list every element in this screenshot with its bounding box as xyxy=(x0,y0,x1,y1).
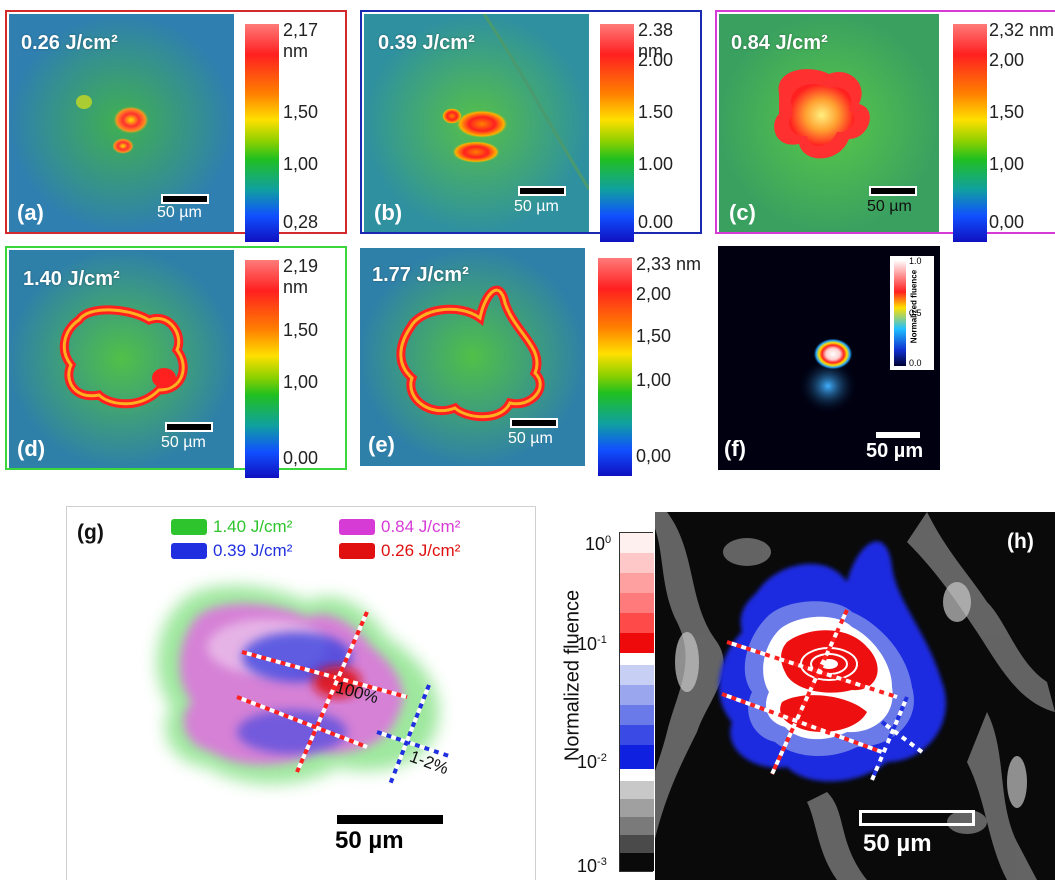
fluence-colorbar-f-title: Normalized fluence xyxy=(909,269,919,344)
scale-bar-b xyxy=(518,186,566,196)
fluence-colorbar-h-scale xyxy=(619,532,654,872)
cbar-tick-e-2: 1,50 xyxy=(636,326,672,346)
scale-bar-g xyxy=(337,815,443,824)
colorbar-a xyxy=(245,24,279,242)
cbar-tick-c-0: 2,32 nm xyxy=(989,20,1055,40)
cbar-tick-d-1: 1,50 xyxy=(283,320,319,340)
panel-b: 0.39 J/cm² 50 µm (b) 2.38 nm 2.00 1.50 1… xyxy=(360,10,702,242)
fluence-label-d: 1.40 J/cm² xyxy=(23,268,120,290)
legend-swatch-0-26 xyxy=(339,543,375,559)
cbar-tick-d-3: 0,00 xyxy=(283,448,319,468)
scale-text-d: 50 µm xyxy=(161,434,206,451)
cbar-tick-b-2: 1.50 xyxy=(638,102,674,122)
panel-label-e: (e) xyxy=(368,432,395,457)
fluence-contour-map-h xyxy=(561,512,1055,880)
colorbar-d xyxy=(245,260,279,478)
colorbar-b xyxy=(600,24,634,242)
legend-text-0-26: 0.26 J/cm² xyxy=(381,541,461,560)
fluence-label-a: 0.26 J/cm² xyxy=(21,32,118,54)
cbar-tick-e-3: 1,00 xyxy=(636,370,672,390)
panel-a: 0.26 J/cm² 50 µm (a) 2,17 nm 1,50 1,00 0… xyxy=(5,10,347,242)
fluence-colorbar-h-tick-3: 10-3 xyxy=(577,856,607,876)
fluence-label-b: 0.39 J/cm² xyxy=(378,32,475,54)
scale-bar-e xyxy=(510,418,558,428)
legend-swatch-1-40 xyxy=(171,519,207,535)
scale-bar-f xyxy=(876,432,920,438)
scale-bar-d xyxy=(165,422,213,432)
height-map-d: 1.40 J/cm² 50 µm (d) xyxy=(9,250,234,468)
scale-bar-c xyxy=(869,186,917,196)
fluence-colorbar-h-tick-1: 10-1 xyxy=(577,634,607,654)
panel-g: (g) 1.40 J/cm² 0.84 J/cm² 0.39 J/cm² 0.2… xyxy=(66,506,536,880)
legend-text-0-39: 0.39 J/cm² xyxy=(213,541,293,560)
cbar-tick-e-4: 0,00 xyxy=(636,446,672,466)
cbar-tick-a-0: 2,17 nm xyxy=(283,20,319,61)
fluence-label-e: 1.77 J/cm² xyxy=(372,264,469,286)
panel-e: 1.77 J/cm² 50 µm (e) 2,33 nm 2,00 1,50 1… xyxy=(360,246,702,476)
fluence-colorbar-h-tick-0: 100 xyxy=(585,534,612,554)
scale-text-f: 50 µm xyxy=(866,440,924,462)
cbar-tick-a-3: 0,28 xyxy=(283,212,319,232)
scale-text-b: 50 µm xyxy=(514,198,559,215)
beam-profile-f xyxy=(798,338,858,414)
cbar-tick-b-1: 2.00 xyxy=(638,50,674,70)
cbar-tick-b-4: 0.00 xyxy=(638,212,674,232)
scale-bar-h xyxy=(859,810,975,826)
fluence-colorbar-f-tick-1: 0.5 xyxy=(909,308,922,318)
cbar-tick-c-3: 1,00 xyxy=(989,154,1025,174)
colorbar-e xyxy=(598,258,632,476)
height-map-b: 0.39 J/cm² 50 µm (b) xyxy=(364,14,589,232)
panel-h: Normalized fluence 100 10-1 10-2 10-3 (h… xyxy=(547,512,1055,880)
cbar-tick-d-0: 2,19 nm xyxy=(283,256,319,297)
cbar-tick-e-0: 2,33 nm xyxy=(636,254,702,274)
panel-label-f: (f) xyxy=(724,436,746,461)
fluence-colorbar-h: Normalized fluence 100 10-1 10-2 10-3 xyxy=(547,512,655,880)
height-map-a: 0.26 J/cm² 50 µm (a) xyxy=(9,14,234,232)
height-map-e: 1.77 J/cm² 50 µm (e) xyxy=(360,248,585,466)
panel-d: 1.40 J/cm² 50 µm (d) 2,19 nm 1,50 1,00 0… xyxy=(5,246,347,478)
panel-label-g: (g) xyxy=(77,521,104,544)
legend-text-1-40: 1.40 J/cm² xyxy=(213,517,293,536)
cbar-tick-d-2: 1,00 xyxy=(283,372,319,392)
panel-label-b: (b) xyxy=(374,200,403,225)
fluence-colorbar-f-gradient xyxy=(894,260,906,366)
scale-text-a: 50 µm xyxy=(157,204,202,221)
cbar-tick-a-2: 1,00 xyxy=(283,154,319,174)
cbar-tick-e-1: 2,00 xyxy=(636,284,672,304)
panel-label-h: (h) xyxy=(1007,530,1034,553)
panel-label-a: (a) xyxy=(17,200,44,225)
scale-text-e: 50 µm xyxy=(508,430,553,447)
fluence-colorbar-h-title: Normalized fluence xyxy=(561,589,584,762)
cbar-tick-c-2: 1,50 xyxy=(989,102,1025,122)
cbar-tick-b-3: 1.00 xyxy=(638,154,674,174)
fluence-colorbar-h-tick-2: 10-2 xyxy=(577,752,607,772)
scale-text-g: 50 µm xyxy=(335,827,404,854)
cbar-tick-b-0: 2.38 nm xyxy=(638,20,674,61)
cbar-tick-c-4: 0,00 xyxy=(989,212,1025,232)
scale-bar-a xyxy=(161,194,209,204)
cbar-tick-c-1: 2,00 xyxy=(989,50,1025,70)
cbar-tick-a-1: 1,50 xyxy=(283,102,319,122)
colorbar-c xyxy=(953,24,987,242)
panel-label-d: (d) xyxy=(17,436,46,461)
fluence-colorbar-f: Normalized fluence 1.0 0.5 0.0 xyxy=(890,256,934,370)
scale-text-h: 50 µm xyxy=(863,830,932,857)
legend-swatch-0-39 xyxy=(171,543,207,559)
height-map-c: 0.84 J/cm² 50 µm (c) xyxy=(719,14,939,232)
legend-swatch-0-84 xyxy=(339,519,375,535)
fluence-colorbar-f-tick-0: 1.0 xyxy=(909,256,922,266)
panel-label-c: (c) xyxy=(729,200,756,225)
overlay-map-g xyxy=(157,585,453,788)
scale-text-c: 50 µm xyxy=(867,198,912,215)
fluence-label-c: 0.84 J/cm² xyxy=(731,32,828,54)
fluence-colorbar-f-tick-2: 0.0 xyxy=(909,358,922,368)
panel-c: 0.84 J/cm² 50 µm (c) 2,32 nm 2,00 1,50 1… xyxy=(715,10,1055,242)
legend-text-0-84: 0.84 J/cm² xyxy=(381,517,461,536)
panel-f: Normalized fluence 1.0 0.5 0.0 50 µm (f) xyxy=(718,246,940,470)
